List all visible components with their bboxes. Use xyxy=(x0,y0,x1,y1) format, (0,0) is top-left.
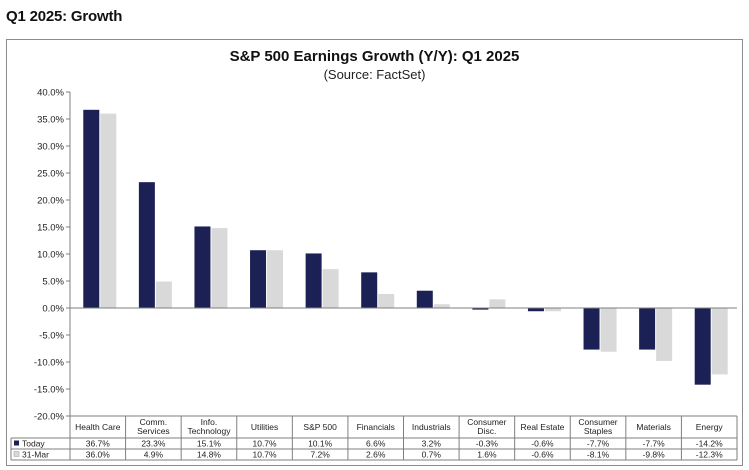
chart-container: S&P 500 Earnings Growth (Y/Y): Q1 2025 (… xyxy=(6,39,743,466)
bar-31-mar xyxy=(656,308,673,361)
data-label: 10.7% xyxy=(252,439,277,449)
bar-today xyxy=(83,109,100,308)
data-label: -9.8% xyxy=(643,450,666,460)
data-label: 1.6% xyxy=(477,450,497,460)
category-label: Utilities xyxy=(251,422,278,432)
data-label: 4.9% xyxy=(144,450,164,460)
data-label: 0.7% xyxy=(422,450,442,460)
bar-31-mar xyxy=(211,228,228,308)
bar-today xyxy=(361,272,378,308)
bar-31-mar xyxy=(600,308,617,352)
bar-today xyxy=(527,308,544,312)
y-tick-label: 10.0% xyxy=(37,250,64,261)
bar-31-mar xyxy=(322,269,339,308)
data-label: 10.7% xyxy=(252,450,277,460)
data-label: -7.7% xyxy=(587,439,610,449)
bar-today xyxy=(305,253,322,308)
bar-today xyxy=(694,308,711,385)
bar-31-mar xyxy=(711,308,728,375)
category-label: Consumer Staples xyxy=(578,417,617,436)
category-label: Financials xyxy=(357,422,395,432)
y-tick-label: -5.0% xyxy=(39,331,64,342)
y-tick-label: 30.0% xyxy=(37,142,64,153)
category-label: Comm. Services xyxy=(137,417,170,436)
bar-31-mar xyxy=(489,299,506,308)
category-label: Consumer Disc. xyxy=(467,417,506,436)
data-label: 36.0% xyxy=(86,450,111,460)
category-label: Industrials xyxy=(412,422,451,432)
data-label: 15.1% xyxy=(197,439,222,449)
y-tick-label: 5.0% xyxy=(42,277,64,288)
bar-today xyxy=(416,290,433,308)
bar-today xyxy=(250,250,267,308)
data-label: -0.6% xyxy=(531,439,554,449)
y-tick-label: -10.0% xyxy=(34,358,65,369)
data-label: 23.3% xyxy=(141,439,166,449)
legend-swatch xyxy=(13,451,20,457)
chart-title: S&P 500 Earnings Growth (Y/Y): Q1 2025 xyxy=(229,48,520,65)
y-tick-label: -15.0% xyxy=(34,385,65,396)
category-label: Materials xyxy=(636,422,670,432)
y-tick-label: 20.0% xyxy=(37,196,64,207)
data-label: 7.2% xyxy=(310,450,330,460)
data-label: 3.2% xyxy=(422,439,442,449)
chart-subtitle: (Source: FactSet) xyxy=(323,67,426,82)
bar-31-mar xyxy=(433,304,450,308)
data-label: -0.6% xyxy=(531,450,554,460)
category-label: Info. Technology xyxy=(187,417,231,436)
category-label: Real Estate xyxy=(520,422,564,432)
legend-label: 31-Mar xyxy=(22,450,49,460)
bar-31-mar xyxy=(100,113,117,308)
data-label: 36.7% xyxy=(86,439,111,449)
data-label: -14.2% xyxy=(696,439,723,449)
y-tick-label: 25.0% xyxy=(37,169,64,180)
data-label: -8.1% xyxy=(587,450,610,460)
y-tick-label: 15.0% xyxy=(37,223,64,234)
bar-today xyxy=(194,226,211,308)
chart-plot: 40.0% 35.0% 30.0% 25.0% 20.0% 15.0% 10.0% 5.0% 0… xyxy=(10,88,738,461)
y-tick-label: 35.0% xyxy=(37,115,64,126)
legend-swatch xyxy=(14,440,19,446)
bar-31-mar xyxy=(544,308,561,312)
data-label: 2.6% xyxy=(366,450,386,460)
bar-today xyxy=(472,308,489,310)
data-label: 10.1% xyxy=(308,439,333,449)
category-label: S&P 500 xyxy=(303,422,337,432)
page-heading: Q1 2025: Growth xyxy=(6,8,123,25)
category-label: Energy xyxy=(696,422,724,432)
bar-today xyxy=(138,182,155,308)
data-label: 14.8% xyxy=(197,450,222,460)
y-tick-label: -20.0% xyxy=(34,412,65,423)
bar-today xyxy=(639,308,656,350)
data-label: -12.3% xyxy=(696,450,723,460)
legend-label: Today xyxy=(22,439,45,449)
bar-31-mar xyxy=(155,281,172,308)
y-tick-label: 40.0% xyxy=(37,88,64,99)
data-label: -7.7% xyxy=(643,439,666,449)
bar-31-mar xyxy=(267,250,284,308)
data-label: 6.6% xyxy=(366,439,386,449)
data-label: -0.3% xyxy=(476,439,499,449)
bar-31-mar xyxy=(378,293,395,308)
category-label: Health Care xyxy=(75,422,121,432)
y-tick-label: 0.0% xyxy=(42,304,64,315)
bar-today xyxy=(583,308,600,350)
